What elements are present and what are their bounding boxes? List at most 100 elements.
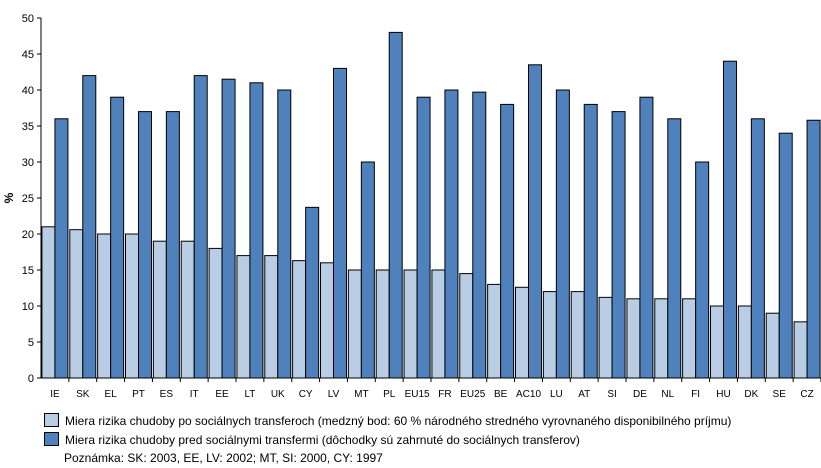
bar-after-fi (682, 298, 697, 379)
bar-before-lt (249, 82, 264, 379)
y-axis-label: % (2, 192, 16, 203)
x-tick-label-de: DE (633, 389, 647, 400)
legend-swatch-before (44, 432, 59, 446)
bar-after-it (180, 240, 195, 379)
x-tick-label-eu15: EU15 (405, 389, 430, 400)
y-tick-label: 45 (22, 49, 34, 61)
bar-after-es (152, 240, 167, 379)
bar-before-el (110, 96, 125, 379)
x-tick-label-mt: MT (354, 389, 368, 400)
bar-before-cz (806, 119, 821, 379)
bar-after-dk (737, 305, 752, 379)
bar-after-ie (41, 226, 56, 379)
bar-after-fr (431, 269, 446, 379)
bar-after-cz (793, 321, 808, 379)
bar-after-be (487, 283, 502, 379)
bar-after-pt (125, 233, 139, 379)
bar-after-lu (542, 291, 557, 379)
bar-before-de (639, 96, 654, 379)
y-axis: 0 5 10 15 20 25 30 35 40 45 50 (22, 13, 42, 385)
bar-after-hu (710, 305, 724, 379)
bar-chart: 0 5 10 15 20 25 30 35 40 45 50 IE SK EL PT ES IT EE LT UK C… (2, 13, 821, 400)
bar-before-fr (444, 89, 459, 379)
bar-after-eu25 (459, 273, 474, 379)
x-tick-label-lu: LU (550, 389, 563, 400)
bar-after-lv (320, 262, 334, 379)
x-tick-label-ac10: AC10 (516, 389, 541, 400)
bar-before-it (193, 75, 208, 379)
legend-label-after: Miera rizika chudoby po sociálnych trans… (65, 414, 732, 428)
bar-before-ie (54, 118, 69, 379)
bars (41, 31, 821, 379)
bar-before-hu (723, 60, 737, 379)
x-tick-label-pt: PT (132, 389, 145, 400)
bar-after-uk (264, 255, 279, 379)
x-tick-label-ie: IE (50, 389, 60, 400)
bar-after-el (97, 233, 112, 379)
y-tick-label: 30 (22, 157, 34, 169)
bar-before-cy (305, 206, 320, 379)
bar-before-be (500, 103, 515, 379)
bar-before-dk (750, 118, 765, 379)
legend-swatch-after (44, 413, 59, 427)
legend-item-after: Miera rizika chudoby po sociálnych trans… (44, 413, 731, 428)
bar-before-at (583, 103, 598, 379)
x-tick-label-sk: SK (76, 389, 90, 400)
bar-before-sk (82, 75, 97, 379)
bar-after-eu15 (403, 269, 418, 379)
y-tick-label: 40 (22, 85, 34, 97)
y-tick-label: 35 (22, 121, 34, 133)
x-tick-label-pl: PL (383, 389, 396, 400)
y-tick-label: 10 (22, 301, 34, 313)
x-tick-label-fr: FR (438, 389, 451, 400)
bar-before-eu25 (472, 91, 487, 379)
x-tick-label-nl: NL (661, 389, 674, 400)
bar-after-cy (292, 260, 307, 379)
y-tick-label: 25 (22, 193, 34, 205)
bar-after-pl (375, 269, 390, 379)
legend-item-before: Miera rizika chudoby pred sociálnymi tra… (44, 432, 580, 447)
x-tick-label-lt: LT (244, 389, 255, 400)
x-tick-label-el: EL (105, 389, 118, 400)
x-tick-label-cz: CZ (800, 389, 813, 400)
x-tick-label-fi: FI (691, 389, 700, 400)
chart-note: Poznámka: SK: 2003, EE, LV: 2002; MT, SI… (64, 451, 383, 465)
bar-before-lv (333, 67, 347, 379)
bar-after-si (598, 296, 613, 379)
bar-after-sk (69, 229, 84, 379)
bar-before-si (611, 111, 626, 379)
bar-before-mt (360, 161, 375, 379)
bar-before-ee (221, 78, 236, 379)
x-tick-label-si: SI (607, 389, 616, 400)
bar-before-pl (388, 31, 403, 379)
y-tick-label: 20 (22, 229, 34, 241)
x-tick-label-it: IT (190, 389, 199, 400)
x-tick-label-hu: HU (716, 389, 730, 400)
y-tick-label: 50 (22, 13, 34, 25)
x-tick-label-at: AT (578, 389, 590, 400)
bar-before-pt (138, 111, 152, 379)
bar-after-se (765, 312, 780, 379)
y-tick-label: 0 (28, 373, 34, 385)
bar-before-es (165, 111, 180, 379)
x-tick-label-ee: EE (215, 389, 229, 400)
x-tick-label-dk: DK (744, 389, 758, 400)
bar-after-ee (208, 247, 223, 379)
bar-after-at (570, 291, 585, 379)
x-tick-label-eu25: EU25 (460, 389, 485, 400)
bar-after-nl (654, 298, 669, 379)
x-tick-label-se: SE (773, 389, 787, 400)
bar-after-de (626, 298, 641, 379)
x-tick-label-be: BE (494, 389, 508, 400)
bar-after-lt (236, 255, 251, 379)
bar-after-mt (347, 269, 362, 379)
legend-label-before: Miera rizika chudoby pred sociálnymi tra… (65, 433, 580, 447)
bar-after-ac10 (515, 286, 529, 379)
x-tick-label-cy: CY (299, 389, 313, 400)
bar-before-nl (667, 118, 682, 379)
bar-before-fi (695, 161, 710, 379)
bar-before-eu15 (416, 96, 431, 379)
bar-before-ac10 (528, 64, 542, 379)
bar-before-lu (555, 89, 570, 379)
y-tick-label: 15 (22, 265, 34, 277)
